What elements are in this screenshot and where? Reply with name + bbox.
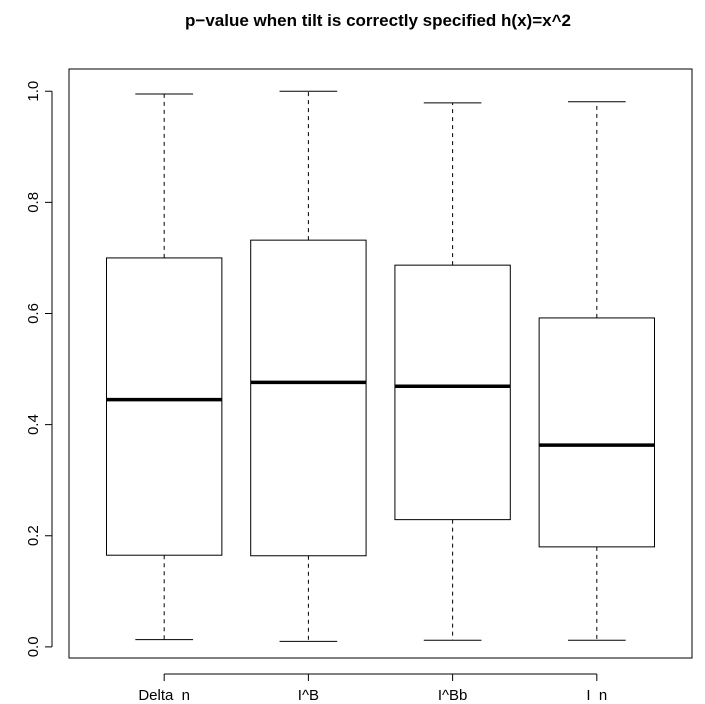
- iqr-box: [394, 264, 511, 521]
- iqr-box: [250, 239, 367, 557]
- y-tick-label: 0.2: [25, 525, 42, 546]
- iqr-box: [538, 317, 656, 548]
- box-2: [250, 90, 367, 642]
- x-axis: Delta n I^B I^Bb I n: [138, 673, 607, 704]
- x-tick-label: I^B: [298, 687, 319, 704]
- box-4: [538, 101, 656, 641]
- boxes: [105, 90, 656, 642]
- y-tick-label: 0.6: [25, 303, 42, 324]
- plot-frame: [68, 68, 693, 659]
- x-tick-label: I n: [586, 687, 607, 704]
- box-3: [394, 102, 511, 641]
- y-tick-label: 1.0: [25, 81, 42, 102]
- x-tick-label: I^Bb: [438, 687, 468, 704]
- y-axis: 0.0 0.2 0.4 0.6 0.8 1.0: [25, 81, 53, 657]
- box-1: [105, 93, 223, 641]
- y-tick-label: 0.4: [25, 414, 42, 435]
- chart-title: p−value when tilt is correctly specified…: [185, 11, 571, 30]
- iqr-box: [105, 257, 223, 556]
- x-tick-label: Delta n: [138, 687, 190, 704]
- y-tick-label: 0.0: [25, 636, 42, 657]
- y-tick-label: 0.8: [25, 192, 42, 213]
